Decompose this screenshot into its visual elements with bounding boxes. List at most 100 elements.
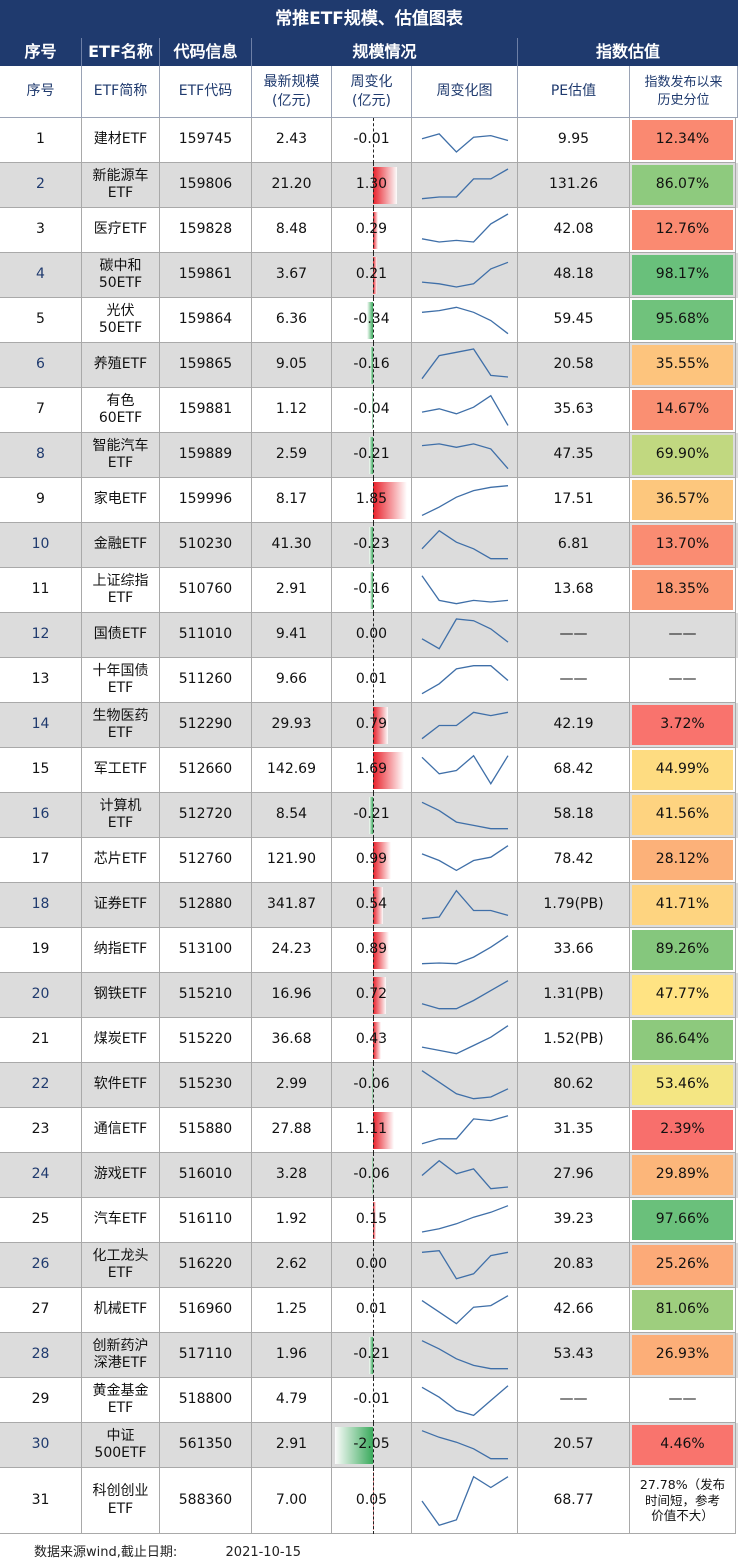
weekly-change: -0.01 [332,1378,412,1423]
pe-valuation-text: 17.51 [553,491,594,508]
table-row: 10 金融ETF 510230 41.30 -0.23 6.81 13.70% [0,523,738,568]
table-row: 27 机械ETF 516960 1.25 0.01 42.66 81.06% [0,1288,738,1333]
history-percentile: 97.66% [630,1198,736,1243]
history-percentile: 41.56% [630,793,736,838]
latest-scale-text: 27.88 [271,1121,312,1138]
zero-axis [373,478,374,523]
pe-valuation-text: 9.95 [557,131,590,148]
etf-name-text: 家电ETF [93,491,148,508]
latest-scale-text: 8.54 [275,806,308,823]
pe-valuation: 68.42 [518,748,630,793]
etf-name: 证券ETF [82,883,160,928]
percentile-text: 29.89% [655,1166,710,1183]
latest-scale-text: 21.20 [271,176,312,193]
percentile-text: 86.64% [655,1031,710,1048]
row-index-text: 10 [31,536,50,553]
etf-name-text: 新能源车 ETF [92,167,149,202]
etf-code-text: 512720 [178,806,233,823]
zero-axis [373,1333,374,1378]
weekly-change-text: -0.01 [353,131,390,148]
weekly-change-text: 0.43 [355,1031,388,1048]
latest-scale-text: 3.67 [275,266,308,283]
weekly-change-text: 1.69 [355,761,388,778]
subheader-code: ETF代码 [160,66,252,118]
row-index-text: 2 [36,176,45,193]
table-row: 9 家电ETF 159996 8.17 1.85 17.51 36.57% [0,478,738,523]
sparkline [412,478,518,523]
weekly-change-text: 0.29 [355,221,388,238]
pe-valuation-text: 78.42 [553,851,594,868]
footer-source: 数据来源wind,截止日期: [34,1545,178,1560]
row-index: 25 [0,1198,82,1243]
row-index: 7 [0,388,82,433]
weekly-change: -0.16 [332,343,412,388]
weekly-change: -0.04 [332,388,412,433]
history-percentile: 53.46% [630,1063,736,1108]
sparkline-path [421,801,508,829]
sparkline-svg [421,844,509,871]
table-row: 6 养殖ETF 159865 9.05 -0.16 20.58 35.55% [0,343,738,388]
row-index: 6 [0,343,82,388]
negative-bar [370,572,373,609]
etf-code-text: 518800 [178,1391,233,1408]
subheader-pe: PE估值 [518,66,630,118]
sparkline-svg [421,1475,509,1526]
etf-code-text: 512760 [178,851,233,868]
percentile-text: 27.78%（发布 时间短，参考 价值不大） [639,1477,726,1524]
row-index-text: 1 [36,131,45,148]
zero-axis [373,1198,374,1243]
pe-valuation-text: 42.19 [553,716,594,733]
etf-code-text: 516110 [178,1211,233,1228]
etf-code-text: 588360 [178,1491,233,1508]
etf-name-text: 软件ETF [93,1076,148,1093]
history-percentile: 14.67% [630,388,736,433]
table-row: 3 医疗ETF 159828 8.48 0.29 42.08 12.76% [0,208,738,253]
etf-code: 159806 [160,163,252,208]
sparkline-svg [421,1384,509,1416]
pe-valuation: 1.52(PB) [518,1018,630,1063]
etf-code-text: 510760 [178,581,233,598]
sparkline [412,253,518,298]
latest-scale-text: 6.36 [275,311,308,328]
etf-code: 516220 [160,1243,252,1288]
sparkline-svg [421,1294,509,1325]
sparkline-svg [421,1339,508,1369]
pe-valuation-text: 31.35 [553,1121,594,1138]
latest-scale-text: 2.59 [275,446,308,463]
latest-scale-text: 2.91 [275,581,308,598]
zero-axis [373,118,374,163]
history-percentile: 13.70% [630,523,736,568]
etf-code-text: 515210 [178,986,233,1003]
weekly-change: -0.16 [332,568,412,613]
etf-name: 通信ETF [82,1108,160,1153]
sparkline [412,883,518,928]
zero-axis [373,1288,374,1333]
etf-name-text: 国债ETF [93,626,148,643]
sparkline-path [421,889,509,919]
etf-code: 515220 [160,1018,252,1063]
percentile-fill [632,120,733,160]
row-index: 11 [0,568,82,613]
latest-scale-text: 121.90 [267,851,316,868]
etf-name-text: 上证综指 ETF [92,572,149,607]
row-index-text: 22 [31,1076,50,1093]
percentile-text: 12.34% [655,131,710,148]
latest-scale: 121.90 [252,838,332,883]
footer: 数据来源wind,截止日期: 2021-10-15 [34,1541,301,1560]
table-row: 20 钢铁ETF 515210 16.96 0.72 1.31(PB) 47.77% [0,973,738,1018]
latest-scale: 2.91 [252,1423,332,1468]
etf-code: 512660 [160,748,252,793]
sparkline [412,748,518,793]
history-percentile: 86.64% [630,1018,736,1063]
latest-scale-text: 9.66 [275,671,308,688]
etf-name-text: 证券ETF [93,896,148,913]
pe-valuation: 48.18 [518,253,630,298]
pe-valuation-text: 1.79(PB) [543,896,604,913]
zero-axis [373,658,374,703]
weekly-change-text: 0.01 [355,1301,388,1318]
sparkline-svg [421,1024,509,1054]
sparkline-svg [421,212,509,243]
sparkline [412,343,518,388]
positive-bar [373,212,378,249]
sparkline-svg [421,394,509,426]
